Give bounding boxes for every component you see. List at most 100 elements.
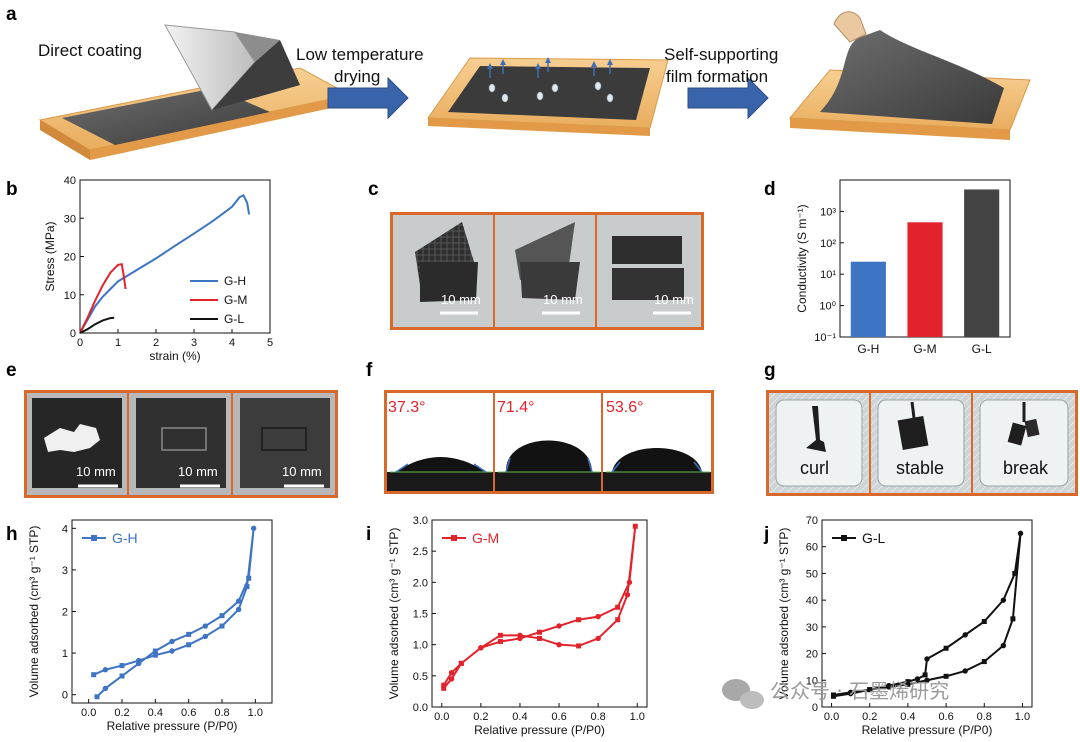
x-tick-label: 4: [229, 337, 235, 349]
data-point-circle: [235, 606, 242, 613]
y-tick-label: 10¹: [820, 269, 836, 281]
process-arrow-2: [687, 76, 769, 120]
data-point-circle: [478, 645, 484, 651]
x-tick-label: 1: [115, 337, 121, 349]
data-point-circle: [235, 598, 242, 604]
label-stable: stable: [896, 458, 944, 478]
scale-label-e2: 10 mm: [178, 464, 218, 479]
film-piece-c3b: [612, 268, 684, 300]
y-tick-label: 2: [62, 607, 68, 619]
legend-label: G-H: [224, 274, 246, 288]
plot-frame: [79, 179, 271, 334]
x-tick-label: 0.2: [114, 707, 129, 719]
y-tick-label: 60: [806, 542, 818, 554]
data-point-circle: [924, 677, 930, 683]
data-point-circle: [556, 641, 562, 648]
data-point-square: [186, 631, 192, 637]
panel-g: g curl stable break: [764, 360, 1078, 496]
data-point-circle: [102, 667, 109, 673]
data-point-square: [91, 672, 97, 678]
film-piece-c3a: [612, 236, 682, 264]
panel-label-j: j: [763, 524, 769, 545]
y-tick-label: 0: [70, 328, 76, 340]
contact-angle-f3: 53.6°: [606, 399, 644, 416]
data-point-circle: [626, 579, 633, 586]
solvent-droplets: [488, 81, 614, 103]
x-tick-label: 1.0: [1015, 711, 1030, 723]
data-point-square: [119, 663, 125, 669]
substrate-side: [40, 120, 90, 160]
y-axis-label: Conductivity (S m⁻¹): [795, 204, 809, 312]
data-point-circle: [448, 676, 455, 682]
data-point-circle: [169, 638, 175, 645]
legend-marker: [451, 535, 457, 541]
data-point-square: [576, 617, 582, 623]
y-axis-label: Volume adsorbed (cm³ g⁻¹ STP): [387, 528, 401, 700]
substrate-edge: [90, 95, 350, 160]
y-tick-label: 40: [806, 595, 818, 607]
y-tick-label: 10: [806, 675, 818, 687]
x-tick-label: 0.8: [214, 707, 229, 719]
y-tick-label: 70: [806, 515, 818, 527]
data-point-circle: [624, 592, 631, 598]
legend-label: G-M: [472, 530, 499, 546]
x-axis-label: Relative pressure (P/P0): [474, 723, 605, 737]
panel-d: d 10⁻¹ 10⁰ 10¹ 10² 10³ G-H G-M G-L Conductivity …: [764, 179, 1011, 356]
y-axis-label: Volume adsorbed (cm³ g⁻¹ STP): [777, 528, 791, 700]
series-line-G-M: [442, 526, 637, 689]
data-point-circle: [448, 670, 455, 676]
y-tick-label: 20: [64, 252, 76, 264]
film-base-c2: [520, 262, 580, 300]
wechat-icon: [722, 679, 764, 709]
panel-h: h 0.0 0.2 0.4 0.6 0.8 1.0 0 1 2 3 4 Relative pressu…: [6, 519, 273, 733]
data-point-circle: [169, 648, 175, 654]
x-tick-label: 1.0: [248, 707, 263, 719]
data-point-circle: [914, 676, 921, 682]
panel-i: i 0.0 0.2 0.4 0.6 0.8 1.0 0.0 0.5 1.0 1.5 2.0 2.5 3.…: [366, 515, 648, 737]
data-point-circle: [595, 613, 601, 620]
data-point-square: [152, 648, 158, 654]
x-tick-label: 5: [267, 337, 273, 349]
panel-label-a: a: [6, 4, 17, 25]
x-axis-label: strain (%): [149, 349, 200, 363]
data-point-square: [219, 623, 225, 629]
series-line-G-H: [79, 193, 251, 334]
data-point-circle: [202, 623, 209, 629]
droplet-f3: [612, 448, 702, 472]
watermark: 公众号 · 石墨烯研究: [722, 679, 949, 709]
process-arrow-1: [327, 76, 409, 120]
legend-marker: [841, 535, 847, 541]
data-point-circle: [1000, 642, 1007, 649]
data-point-circle: [962, 632, 968, 638]
chart-h-isotherm: 0.0 0.2 0.4 0.6 0.8 1.0 0 1 2 3 4 Relative pressure…: [27, 519, 273, 733]
blade-side: [235, 32, 280, 62]
legend-label: G-H: [112, 530, 138, 546]
data-point-circle: [517, 635, 523, 642]
contact-angle-f2: 71.4°: [497, 399, 535, 416]
data-point-square: [441, 682, 447, 688]
legend-label: G-L: [224, 312, 244, 326]
y-tick-label: 10: [64, 290, 76, 302]
scale-label-c1: 10 mm: [441, 292, 481, 307]
evaporation-arrows: [487, 57, 613, 78]
wet-film-front: [212, 40, 300, 110]
x-tick-label: 1.0: [630, 711, 645, 723]
data-point-circle: [924, 656, 930, 662]
x-tick-label: G-L: [972, 342, 992, 356]
x-tick-label: G-H: [857, 342, 879, 356]
series-line-G-L: [833, 533, 1022, 698]
substrate-f3: [603, 472, 711, 491]
step1-caption: Direct coating: [38, 41, 142, 60]
label-curl: curl: [800, 458, 829, 478]
panel-f: f 37.3° 71.4° 53.6°: [366, 360, 714, 494]
data-point-square: [905, 679, 911, 685]
hole-e1: [44, 424, 100, 452]
film-e2: [136, 398, 226, 488]
data-point-square: [152, 652, 158, 658]
bar-G-H: [850, 261, 886, 337]
x-tick-label: 3: [191, 337, 197, 349]
imprint-e3: [261, 427, 307, 451]
data-point-circle: [962, 668, 968, 674]
film-stable-g2: [897, 415, 929, 451]
photo-strip-c: 10 mm 10 mm 10 mm: [390, 212, 704, 330]
